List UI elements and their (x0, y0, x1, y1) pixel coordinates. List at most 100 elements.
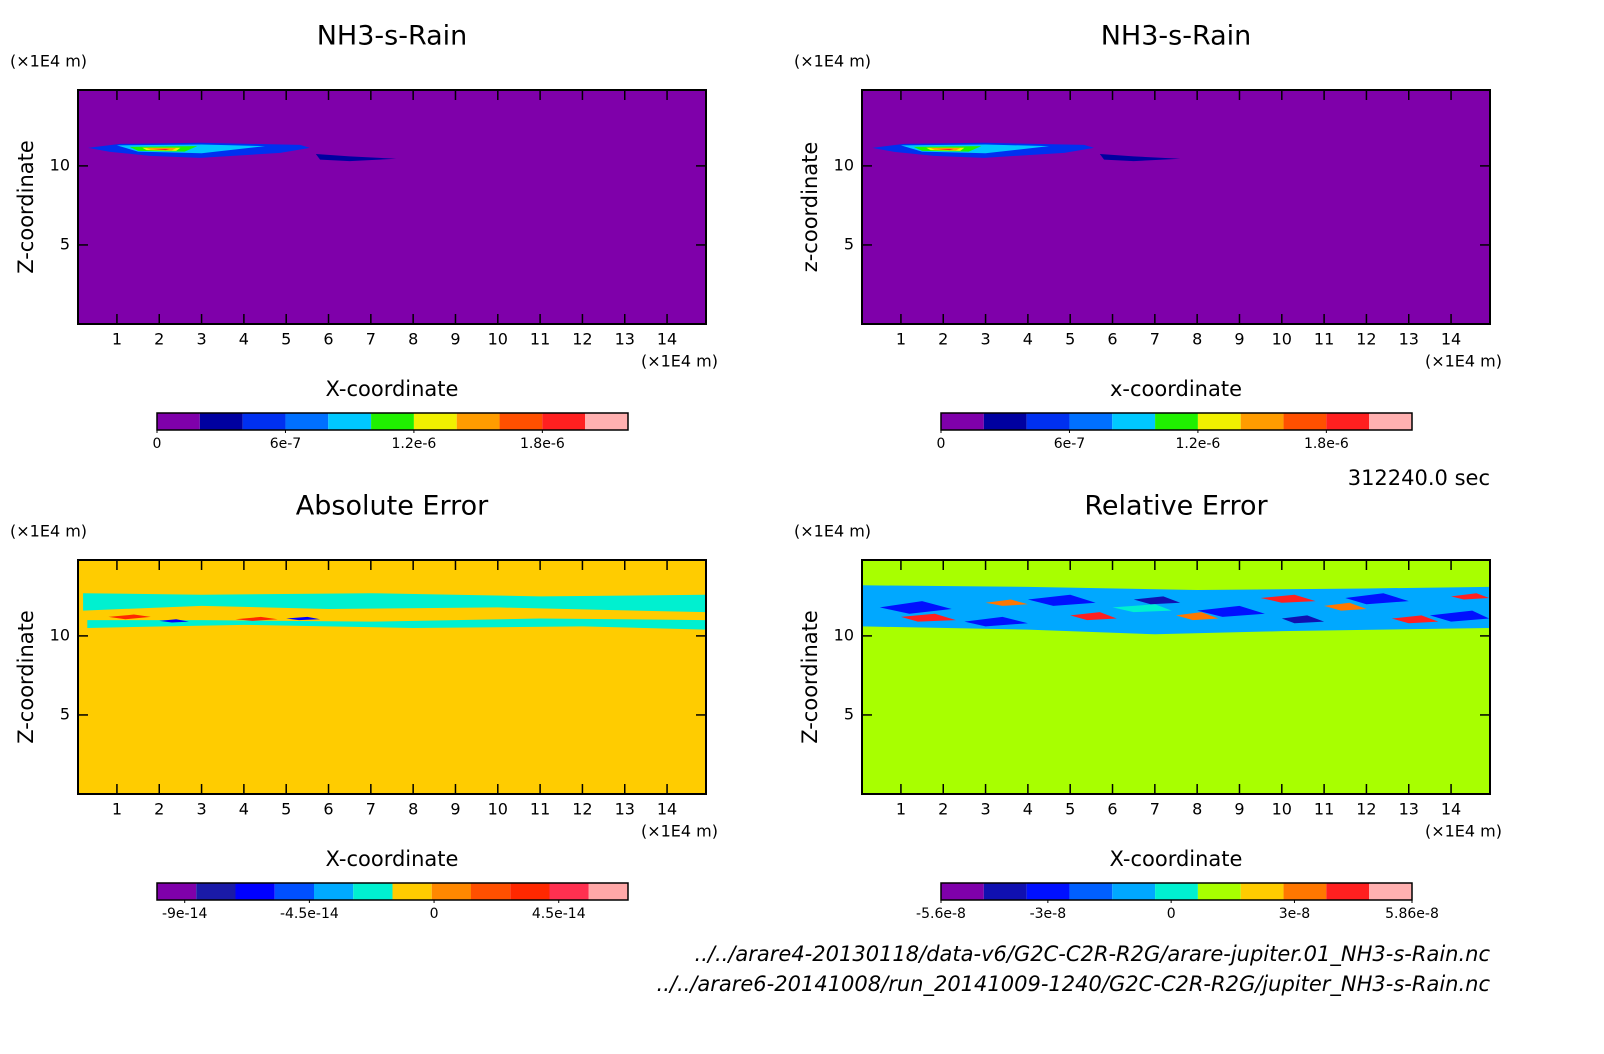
contour-region (83, 593, 706, 613)
y-unit: (×1E4 m) (794, 522, 871, 541)
contour-region (879, 601, 952, 614)
colorbar-tick-label: 1.8e-6 (520, 436, 565, 452)
contour-region (78, 560, 706, 794)
colorbar-tick-label: 0 (430, 906, 439, 922)
x-tick-label: 4 (239, 330, 249, 349)
y-unit: (×1E4 m) (10, 52, 87, 71)
x-tick-label: 13 (1399, 330, 1419, 349)
y-axis-label: Z-coordinate (798, 610, 822, 744)
x-tick-label: 12 (1356, 800, 1376, 819)
colorbar-box (1155, 883, 1198, 900)
colorbar-box (456, 413, 500, 430)
x-tick-label: 12 (1356, 330, 1376, 349)
x-tick-label: 5 (1065, 330, 1075, 349)
x-tick-label: 2 (938, 800, 948, 819)
colorbar-box (588, 883, 628, 900)
colorbar-box (1326, 413, 1370, 430)
y-unit: (×1E4 m) (10, 522, 87, 541)
y-tick-label: 10 (50, 155, 70, 174)
contour-region (286, 616, 321, 621)
chart-title: NH3-s-Rain (1101, 21, 1252, 52)
colorbar-box (471, 883, 511, 900)
y-axis-label: Z-coordinate (14, 140, 38, 274)
x-tick-label: 6 (1107, 330, 1117, 349)
colorbar-box (274, 883, 314, 900)
colorbar-box (941, 883, 984, 900)
contour-region (1197, 605, 1265, 617)
x-tick-label: 8 (408, 800, 418, 819)
colorbar-box (1369, 883, 1412, 900)
x-tick-label: 10 (488, 800, 508, 819)
colorbar-tick-label: 6e-7 (1054, 436, 1085, 452)
colorbar-tick-label: 3e-8 (1279, 906, 1310, 922)
contour-region (1176, 612, 1219, 621)
contour-region (1391, 615, 1439, 624)
chart-title: Absolute Error (296, 491, 489, 522)
x-axis-label: x-coordinate (1110, 377, 1242, 401)
colorbar-tick-label: 1.8e-6 (1304, 436, 1349, 452)
colorbar-box (1283, 883, 1327, 900)
x-tick-label: 9 (450, 800, 460, 819)
colorbar-box (1197, 413, 1241, 430)
colorbar-box (983, 883, 1027, 900)
colorbar-tick-label: -4.5e-14 (280, 906, 339, 922)
x-tick-label: 5 (281, 800, 291, 819)
colorbar-box (1197, 883, 1241, 900)
contour-region (235, 616, 278, 621)
y-tick-label: 10 (834, 625, 854, 644)
x-tick-label: 1 (896, 330, 906, 349)
chart-title: Relative Error (1084, 491, 1268, 522)
contour-region (1112, 604, 1172, 613)
contour-region (862, 90, 1490, 324)
colorbar-tick-label: -9e-14 (162, 906, 208, 922)
x-tick-label: 1 (112, 800, 122, 819)
x-tick-label: 5 (1065, 800, 1075, 819)
file-path: ../../arare4-20130118/data-v6/G2C-C2R-R2… (695, 942, 1491, 967)
y-axis-label: Z-coordinate (14, 610, 38, 744)
x-tick-label: 1 (112, 330, 122, 349)
plot-frame (77, 89, 707, 325)
colorbar-box (353, 883, 393, 900)
y-axis-label: z-coordinate (798, 142, 822, 273)
colorbar-box (1069, 883, 1113, 900)
colorbar-box (242, 413, 286, 430)
colorbar-box (1026, 883, 1070, 900)
x-tick-label: 7 (366, 330, 376, 349)
contour-region (159, 619, 189, 623)
contour-region (862, 585, 1490, 635)
colorbar-box (1326, 883, 1370, 900)
colorbar-box (314, 883, 354, 900)
colorbar-box (542, 413, 586, 430)
colorbar-tick-label: 1.2e-6 (391, 436, 436, 452)
y-tick-label: 10 (834, 155, 854, 174)
x-tick-label: 9 (450, 330, 460, 349)
x-tick-label: 3 (196, 800, 206, 819)
plot-frame (861, 559, 1491, 795)
y-tick-label: 10 (50, 625, 70, 644)
colorbar-box (1112, 413, 1156, 430)
colorbar-tick-label: 0 (153, 436, 162, 452)
x-tick-label: 13 (1399, 800, 1419, 819)
x-tick-label: 11 (1314, 800, 1334, 819)
contour-region (87, 618, 706, 630)
colorbar-box (1069, 413, 1113, 430)
colorbar-tick-label: 6e-7 (270, 436, 301, 452)
colorbar-box (1369, 413, 1412, 430)
x-unit: (×1E4 m) (641, 352, 718, 371)
contour-region (1070, 612, 1117, 621)
x-tick-label: 2 (154, 800, 164, 819)
plot-area (78, 560, 706, 794)
colorbar-box (199, 413, 243, 430)
colorbar-box (1112, 883, 1156, 900)
y-tick-label: 5 (60, 234, 70, 253)
contour-region (78, 90, 706, 324)
colorbar-box (499, 413, 543, 430)
contour-region (1260, 594, 1316, 603)
colorbar-box (431, 883, 471, 900)
x-tick-label: 1 (896, 800, 906, 819)
x-tick-label: 5 (281, 330, 291, 349)
y-tick-label: 5 (844, 704, 854, 723)
x-tick-label: 13 (615, 330, 635, 349)
x-tick-label: 3 (980, 800, 990, 819)
